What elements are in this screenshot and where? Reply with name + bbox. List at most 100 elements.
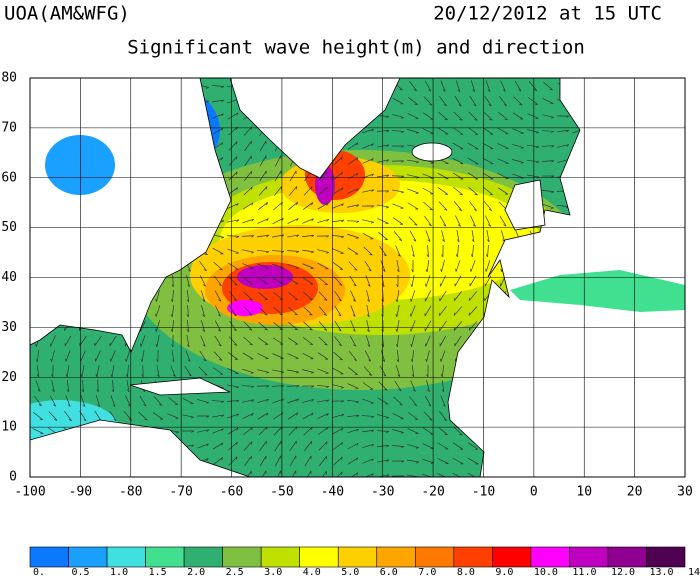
- arrow: [377, 414, 389, 419]
- colorbar-label: 8.0: [457, 567, 475, 577]
- arrow: [95, 365, 100, 377]
- arrow: [287, 263, 299, 269]
- arrow: [391, 130, 405, 134]
- arrow: [441, 230, 445, 243]
- arrow: [48, 411, 58, 421]
- arrow: [452, 457, 464, 465]
- arrow: [376, 430, 390, 433]
- arrow: [541, 130, 555, 133]
- arrow: [244, 140, 252, 152]
- x-tick-label: -100: [14, 485, 45, 500]
- arrow: [470, 260, 476, 272]
- x-tick-label: -60: [220, 485, 243, 500]
- arrow: [214, 335, 222, 347]
- arrow: [455, 80, 461, 92]
- arrow: [452, 442, 464, 450]
- arrow: [33, 412, 43, 421]
- arrow: [425, 230, 431, 242]
- arrow: [543, 81, 553, 91]
- arrow: [395, 305, 400, 317]
- arrow: [272, 292, 284, 300]
- arrow: [410, 275, 415, 287]
- arrow: [424, 305, 432, 317]
- arrow: [64, 335, 72, 347]
- colorbar-bin: [145, 546, 185, 568]
- arrow: [94, 335, 102, 347]
- arrow: [363, 246, 373, 256]
- arrow: [425, 260, 430, 273]
- arrow: [362, 232, 374, 240]
- arrow: [80, 395, 86, 407]
- arrow: [482, 142, 494, 150]
- arrow: [395, 245, 401, 257]
- arrow: [302, 263, 314, 269]
- colorbar-label: 5.0: [341, 567, 359, 577]
- arrow: [376, 190, 390, 193]
- colorbar-label: 12.0: [611, 567, 635, 577]
- arrow: [437, 473, 447, 477]
- arrow: [407, 159, 420, 164]
- arrow: [36, 365, 40, 378]
- arrow: [347, 172, 359, 180]
- arrow: [441, 244, 444, 258]
- arrow: [425, 335, 431, 347]
- arrow: [482, 157, 494, 165]
- arrow: [81, 379, 84, 393]
- arrow: [125, 350, 131, 362]
- arrow: [440, 365, 445, 378]
- arrow: [362, 158, 374, 164]
- arrow: [333, 171, 343, 181]
- arrow: [259, 170, 267, 182]
- arrow: [256, 249, 270, 254]
- arrow: [302, 399, 315, 403]
- arrow: [393, 396, 403, 406]
- arrow: [541, 175, 555, 178]
- arrow: [377, 144, 390, 148]
- colorbar-bin: [453, 546, 493, 568]
- arrow: [467, 472, 476, 477]
- colorbar-bin: [492, 546, 532, 568]
- colorbar-label: 6.0: [380, 567, 398, 577]
- arrow: [469, 95, 477, 107]
- arrow: [483, 201, 493, 211]
- arrow: [228, 126, 238, 136]
- arrow: [467, 127, 479, 135]
- arrow: [228, 141, 238, 151]
- arrow: [170, 319, 174, 333]
- arrow: [376, 130, 390, 133]
- arrow: [79, 410, 87, 422]
- arrow: [408, 97, 418, 106]
- arrow: [334, 290, 342, 302]
- x-tick-label: 0: [530, 485, 538, 500]
- arrow: [212, 247, 224, 255]
- y-tick-label: 30: [1, 320, 17, 335]
- arrow: [408, 216, 418, 226]
- arrow: [425, 350, 430, 362]
- arrow: [170, 305, 175, 318]
- arrow: [200, 335, 206, 347]
- arrow: [486, 230, 490, 243]
- arrow: [171, 274, 174, 288]
- arrow: [468, 186, 478, 196]
- arrow: [140, 335, 146, 347]
- arrow: [527, 97, 539, 105]
- arrow: [336, 471, 343, 477]
- caribbean-islands: [129, 377, 231, 396]
- arrow: [318, 336, 328, 346]
- arrow: [439, 290, 447, 302]
- arrow: [153, 396, 163, 406]
- arrow: [242, 368, 254, 374]
- arrow: [242, 218, 254, 224]
- arrow: [66, 380, 70, 393]
- arrow: [453, 426, 463, 436]
- arrow: [34, 395, 42, 407]
- arrow: [440, 350, 446, 362]
- wave-zone: [237, 265, 293, 289]
- arrow: [347, 442, 359, 450]
- arrow: [94, 350, 101, 362]
- arrow: [155, 290, 160, 302]
- arrow: [454, 291, 462, 301]
- arrow: [184, 365, 192, 377]
- arrow: [453, 111, 463, 121]
- arrow: [498, 96, 508, 107]
